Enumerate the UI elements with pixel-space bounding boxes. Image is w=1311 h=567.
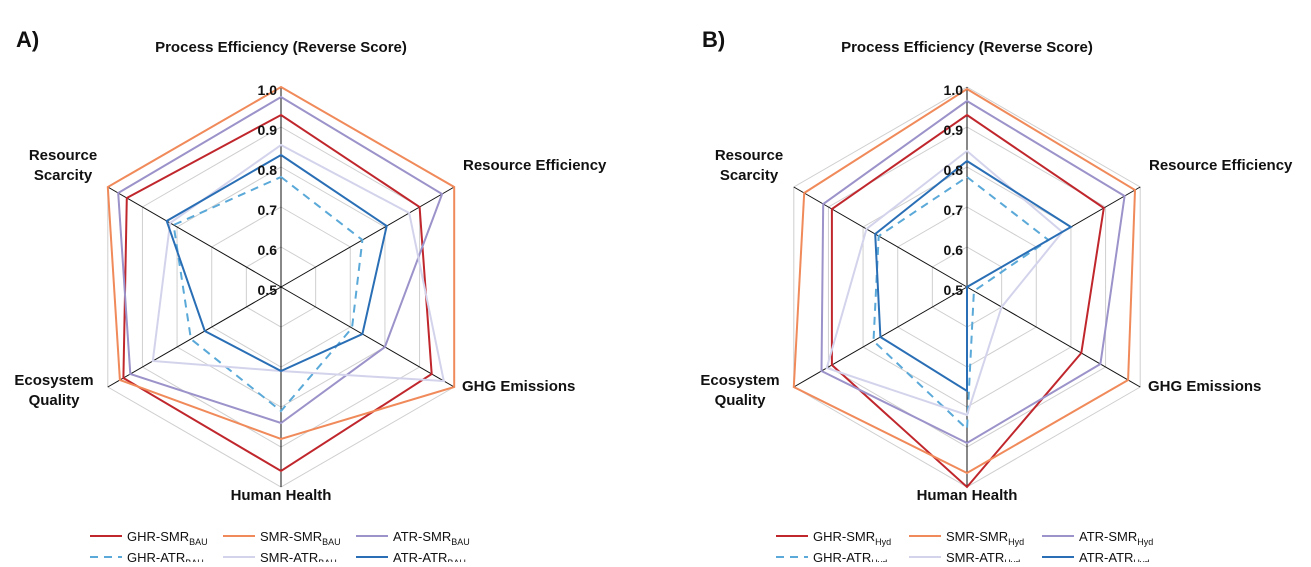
- axis-line: [280, 186, 455, 288]
- legend-subscript: BAU: [318, 558, 337, 562]
- series-line: [792, 87, 1137, 475]
- series-line: [122, 113, 433, 473]
- legend-label: SMR-SMRBAU: [260, 529, 341, 547]
- legend-subscript: Hyd: [1137, 537, 1153, 547]
- legend-name: SMR-ATR: [260, 550, 318, 562]
- legend-subscript: Hyd: [875, 537, 891, 547]
- legend-name: GHR-SMR: [127, 529, 189, 544]
- legend-label: ATR-SMRHyd: [1079, 529, 1153, 547]
- legend-name: ATR-SMR: [1079, 529, 1137, 544]
- legend-label: GHR-SMRBAU: [127, 529, 208, 547]
- panel-label: A): [16, 27, 39, 52]
- tick-label: 0.7: [944, 202, 964, 218]
- series-line: [820, 99, 1126, 445]
- tick-label: 1.0: [258, 82, 278, 98]
- axis-line: [280, 286, 455, 388]
- legend-name: ATR-ATR: [393, 550, 447, 562]
- legend-label: SMR-SMRHyd: [946, 529, 1024, 547]
- legend-name: ATR-SMR: [393, 529, 451, 544]
- legend-subscript: BAU: [322, 537, 341, 547]
- series-line: [106, 85, 456, 441]
- legend-label: GHR-SMRHyd: [813, 529, 891, 547]
- tick-label: 0.5: [258, 282, 278, 298]
- legend-name: GHR-SMR: [813, 529, 875, 544]
- legend-subscript: BAU: [451, 537, 470, 547]
- legend-label: SMR-ATRBAU: [260, 550, 337, 562]
- legend-subscript: BAU: [447, 558, 466, 562]
- tick-label: 0.7: [258, 202, 278, 218]
- axis-line: [107, 186, 282, 288]
- tick-label: 1.0: [944, 82, 964, 98]
- axis-label: Process Efficiency (Reverse Score): [155, 39, 407, 56]
- legend-label: SMR-ATRHyd: [946, 550, 1020, 562]
- legend-name: SMR-SMR: [946, 529, 1008, 544]
- legend-label: ATR-SMRBAU: [393, 529, 470, 547]
- axis-label: Scarcity: [34, 167, 93, 184]
- series-line: [151, 143, 446, 383]
- tick-label: 0.6: [258, 242, 278, 258]
- legend-name: ATR-ATR: [1079, 550, 1133, 562]
- legend-name: SMR-ATR: [946, 550, 1004, 562]
- legend-label: GHR-ATRBAU: [127, 550, 204, 562]
- tick-label: 0.8: [944, 162, 964, 178]
- tick-label: 0.6: [944, 242, 964, 258]
- axis-label: Ecosystem: [700, 372, 779, 389]
- panel-label: B): [702, 27, 725, 52]
- legend-subscript: BAU: [189, 537, 208, 547]
- tick-label: 0.8: [258, 162, 278, 178]
- axis-line: [107, 286, 282, 388]
- legend-subscript: BAU: [185, 558, 204, 562]
- legend-label: GHR-ATRHyd: [813, 550, 887, 562]
- axis-label: Quality: [29, 392, 81, 409]
- axis-label: GHG Emissions: [1148, 378, 1261, 395]
- axis-label: Resource Efficiency: [1149, 157, 1293, 174]
- legend-label: ATR-ATRBAU: [393, 550, 466, 562]
- series-line: [874, 159, 1073, 393]
- legend-name: SMR-SMR: [260, 529, 322, 544]
- axis-label: Quality: [715, 392, 767, 409]
- axis-label: Scarcity: [720, 167, 779, 184]
- axis-line: [966, 286, 1141, 388]
- axis-label: GHG Emissions: [462, 378, 575, 395]
- series-line: [117, 95, 444, 425]
- axis-label: Human Health: [231, 487, 332, 504]
- series-line: [830, 113, 1105, 489]
- tick-label: 0.5: [944, 282, 964, 298]
- legend-subscript: Hyd: [1004, 558, 1020, 562]
- axis-line: [793, 186, 968, 288]
- tick-label: 0.9: [944, 122, 964, 138]
- axis-label: Process Efficiency (Reverse Score): [841, 39, 1093, 56]
- legend-name: GHR-ATR: [813, 550, 871, 562]
- legend-subscript: Hyd: [1008, 537, 1024, 547]
- series-line: [165, 153, 388, 373]
- legend-subscript: Hyd: [871, 558, 887, 562]
- tick-label: 0.9: [258, 122, 278, 138]
- axis-label: Resource: [715, 147, 783, 164]
- axis-label: Resource: [29, 147, 97, 164]
- axis-label: Ecosystem: [14, 372, 93, 389]
- series-line: [172, 175, 364, 413]
- legend-subscript: Hyd: [1133, 558, 1149, 562]
- legend-name: GHR-ATR: [127, 550, 185, 562]
- axis-label: Human Health: [917, 487, 1018, 504]
- legend-label: ATR-ATRHyd: [1079, 550, 1149, 562]
- axis-label: Resource Efficiency: [463, 157, 607, 174]
